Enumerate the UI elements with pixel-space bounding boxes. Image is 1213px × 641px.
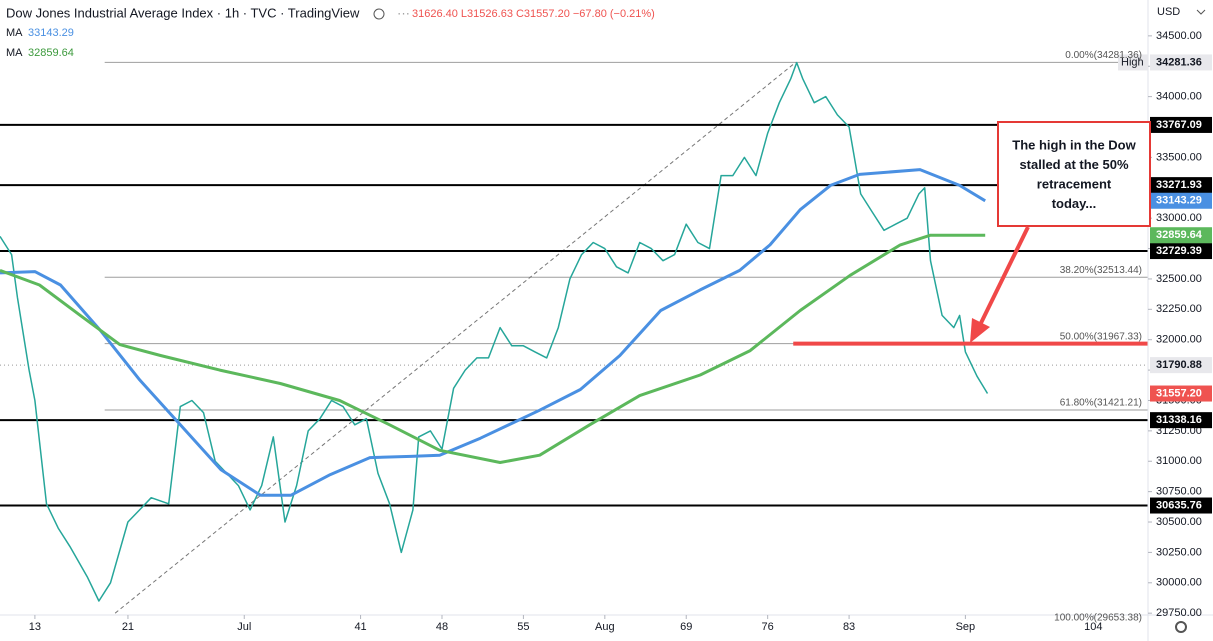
- annotation-line: today...: [1052, 196, 1097, 211]
- dotted-tag-bg: [1150, 357, 1212, 374]
- annotation-line: retracement: [1037, 176, 1112, 191]
- level-tag-bg: [1150, 243, 1212, 260]
- x-tick-label: Aug: [595, 621, 615, 633]
- x-tick-label: 55: [517, 621, 529, 633]
- y-tick-label: 32500.00: [1156, 273, 1202, 285]
- currency: USD: [1157, 6, 1180, 18]
- ma-tag: 33143.29: [1156, 195, 1202, 207]
- axes: 29750.00 30000.00 30250.00 30500.00 30750.00…: [29, 30, 1212, 633]
- fib-label: 100.00%(29653.38): [1054, 613, 1142, 624]
- settings-icon[interactable]: [1175, 621, 1187, 633]
- price-line: [0, 61, 989, 602]
- legend-ma-1-value: 33143.29: [28, 27, 74, 39]
- y-tick-label: 33500.00: [1156, 151, 1202, 163]
- annotation-line: The high in the Dow: [1012, 137, 1136, 152]
- x-tick-label: 104: [1084, 621, 1102, 633]
- y-tick-label: 30500.00: [1156, 516, 1202, 528]
- y-tick-label: 34500.00: [1156, 30, 1202, 42]
- annotation-line: stalled at the 50%: [1019, 157, 1129, 172]
- ma-line: [0, 168, 986, 497]
- trend-line: [114, 62, 796, 614]
- x-tick-label: 13: [29, 621, 41, 633]
- legend-ma-2: MA: [6, 47, 23, 59]
- level-tag: 32729.39: [1156, 245, 1202, 257]
- x-tick-label: 48: [436, 621, 448, 633]
- ma-tag-bg: [1150, 227, 1212, 244]
- y-tick-label: 32000.00: [1156, 334, 1202, 346]
- chart-title: Dow Jones Industrial Average Index · 1h …: [6, 5, 360, 20]
- arrow-shaft: [978, 226, 1030, 326]
- currency-dropdown[interactable]: [1196, 9, 1206, 15]
- x-tick-label: 41: [354, 621, 366, 633]
- level-tag-bg: [1150, 412, 1212, 429]
- dotted-tag: 31790.88: [1156, 359, 1202, 371]
- x-tick-label: 69: [680, 621, 692, 633]
- ma-tag-bg: [1150, 192, 1212, 209]
- ma-line: [0, 233, 986, 464]
- fib-label: 0.00%(34281.36): [1065, 50, 1142, 61]
- level-tag: 33271.93: [1156, 179, 1202, 191]
- high-label: High: [1121, 56, 1144, 68]
- fib-label: 38.20%(32513.44): [1060, 265, 1142, 276]
- annotation-box: [997, 121, 1151, 227]
- level-tag: 33767.09: [1156, 119, 1202, 131]
- fib-label: 50.00%(31967.33): [1060, 331, 1142, 342]
- y-tick-label: 30000.00: [1156, 577, 1202, 589]
- x-tick-label: Jul: [237, 621, 251, 633]
- high-tag-bg: [1150, 54, 1212, 71]
- arrow-head: [970, 318, 990, 343]
- y-tick-label: 33000.00: [1156, 212, 1202, 224]
- more-icon[interactable]: ···: [397, 5, 410, 20]
- y-tick-label: 29750.00: [1156, 607, 1202, 619]
- y-tick-label: 31000.00: [1156, 455, 1202, 467]
- eye-icon[interactable]: [373, 8, 385, 20]
- level-tag: 31338.16: [1156, 414, 1202, 426]
- level-tag-bg: [1150, 497, 1212, 514]
- x-tick-label: 83: [843, 621, 855, 633]
- y-tick-label: 32250.00: [1156, 303, 1202, 315]
- x-tick-label: Sep: [956, 621, 976, 633]
- header-bg: [2, 3, 392, 25]
- high-tag: 34281.36: [1156, 56, 1202, 68]
- ma-tag: 32859.64: [1156, 229, 1203, 241]
- level-tag-bg: [1150, 177, 1212, 194]
- plot-area: [0, 61, 1148, 614]
- annotation: The high in the Dow stalled at the 50% ret…: [970, 121, 1151, 343]
- y-tick-label: 30250.00: [1156, 546, 1202, 558]
- level-tag: 30635.76: [1156, 499, 1202, 511]
- legend-ma-1: MA: [6, 27, 23, 39]
- x-tick-label: 21: [122, 621, 134, 633]
- high-label-bg: [1118, 54, 1148, 71]
- last-price-bg: [1150, 385, 1212, 402]
- x-tick-label: 76: [762, 621, 774, 633]
- y-tick-label: 34000.00: [1156, 91, 1202, 103]
- legend-ma-2-value: 32859.64: [28, 47, 74, 59]
- fib-label: 61.80%(31421.21): [1060, 398, 1142, 409]
- last-price: 31557.20: [1156, 387, 1202, 399]
- y-tick-label: 30750.00: [1156, 486, 1202, 498]
- ohlc: 31626.40 L31526.63 C31557.20 −67.80 (−0.…: [412, 8, 655, 20]
- level-tag-bg: [1150, 116, 1212, 133]
